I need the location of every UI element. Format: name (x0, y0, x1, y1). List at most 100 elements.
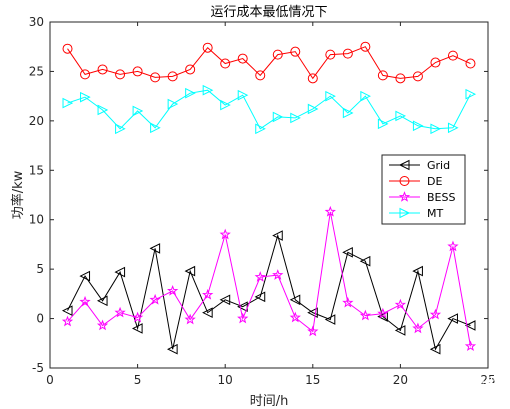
data-point-mt (202, 84, 214, 96)
data-point-bess (96, 319, 109, 331)
data-point-de (202, 42, 213, 53)
data-point-grid (131, 323, 143, 334)
data-point-bess (272, 269, 284, 280)
legend-label-grid: Grid (427, 159, 450, 172)
x-tick-label: 5 (134, 373, 142, 387)
data-point-grid (254, 291, 266, 303)
data-point-grid (272, 230, 283, 241)
data-point-bess (202, 288, 214, 300)
series-grid (61, 230, 476, 355)
data-point-grid (79, 270, 91, 282)
data-point-bess (377, 307, 389, 319)
data-point-bess (237, 312, 249, 324)
legend-label-bess: BESS (427, 191, 455, 204)
legend-marker-bess (398, 191, 411, 202)
data-point-de (272, 49, 283, 60)
data-point-mt (290, 112, 301, 124)
data-point-grid (219, 294, 231, 306)
data-point-de (167, 71, 178, 82)
data-point-mt (115, 123, 126, 135)
series-line-mt (67, 89, 471, 130)
data-point-de (377, 70, 388, 81)
data-point-grid (429, 343, 441, 355)
data-point-de (430, 57, 441, 68)
legend-marker-mt (399, 207, 411, 219)
data-point-mt (360, 90, 371, 102)
y-tick-label: 5 (36, 262, 44, 276)
data-point-de (62, 43, 73, 54)
x-axis-ticks: 0 5 10 15 20 25 (46, 22, 496, 387)
data-point-grid (447, 313, 458, 324)
data-point-de (237, 53, 248, 64)
y-axis-ticks: -5 0 5 10 15 20 25 30 (29, 15, 488, 375)
chart-title: 运行成本最低情况下 (210, 5, 327, 20)
data-point-bess (394, 298, 407, 310)
data-point-bess (114, 306, 126, 318)
x-tick-label: 20 (393, 373, 408, 387)
data-point-mt (220, 99, 231, 111)
y-axis-label: 功率/kw (10, 170, 26, 219)
data-point-bess (79, 295, 91, 307)
series-bess (61, 205, 477, 352)
legend-label-de: DE (427, 175, 442, 188)
data-point-mt (97, 104, 109, 116)
y-tick-label: 20 (29, 114, 44, 128)
data-point-de (447, 50, 458, 61)
x-tick-label: 10 (218, 373, 233, 387)
data-point-mt (395, 110, 407, 122)
data-point-grid (202, 307, 213, 318)
series-line-grid (67, 233, 471, 351)
data-point-grid (96, 295, 108, 307)
data-point-de (80, 69, 91, 80)
data-point-de (115, 69, 126, 80)
data-point-grid (359, 255, 371, 267)
data-point-grid (342, 247, 353, 258)
data-point-bess (324, 205, 336, 217)
data-point-grid (149, 243, 161, 254)
data-point-de (325, 49, 336, 60)
data-point-bess (464, 340, 477, 352)
data-point-bess (254, 271, 266, 282)
y-tick-label: -5 (32, 361, 44, 375)
data-point-mt (465, 88, 477, 100)
data-point-mt (377, 118, 389, 130)
data-point-grid (114, 266, 126, 278)
data-point-mt (132, 105, 144, 117)
data-point-bess (289, 311, 301, 323)
data-point-mt (272, 111, 284, 123)
watermark: 知乎 @IT猿手 (417, 375, 498, 391)
data-point-grid (307, 307, 318, 318)
x-tick-label: 15 (305, 373, 320, 387)
y-tick-label: 30 (29, 15, 44, 29)
data-point-de (97, 64, 108, 75)
data-point-bess (131, 311, 144, 323)
data-point-mt (62, 97, 74, 109)
data-point-de (290, 46, 301, 57)
legend: Grid DE BESS MT (381, 154, 466, 225)
data-point-bess (219, 228, 231, 240)
data-point-mt (185, 87, 196, 99)
legend-label-mt: MT (427, 207, 443, 220)
data-point-de (412, 71, 423, 82)
data-point-de (307, 73, 318, 84)
data-point-mt (237, 89, 249, 101)
data-point-grid (184, 265, 196, 277)
data-point-bess (61, 315, 74, 327)
data-point-mt (447, 122, 459, 134)
data-point-de (465, 58, 476, 69)
data-point-bess (447, 240, 459, 252)
x-tick-label: 25 (480, 373, 495, 387)
y-tick-label: 15 (29, 163, 44, 177)
data-point-grid (61, 305, 73, 316)
data-point-mt (150, 122, 161, 134)
data-point-de (395, 73, 406, 84)
data-point-mt (255, 123, 266, 135)
data-point-de (220, 58, 231, 69)
data-point-bess (412, 322, 424, 334)
data-point-bess (359, 309, 371, 321)
data-point-grid (289, 294, 301, 306)
legend-marker-de (399, 176, 410, 186)
data-point-de (132, 66, 143, 77)
data-point-de (150, 72, 161, 83)
